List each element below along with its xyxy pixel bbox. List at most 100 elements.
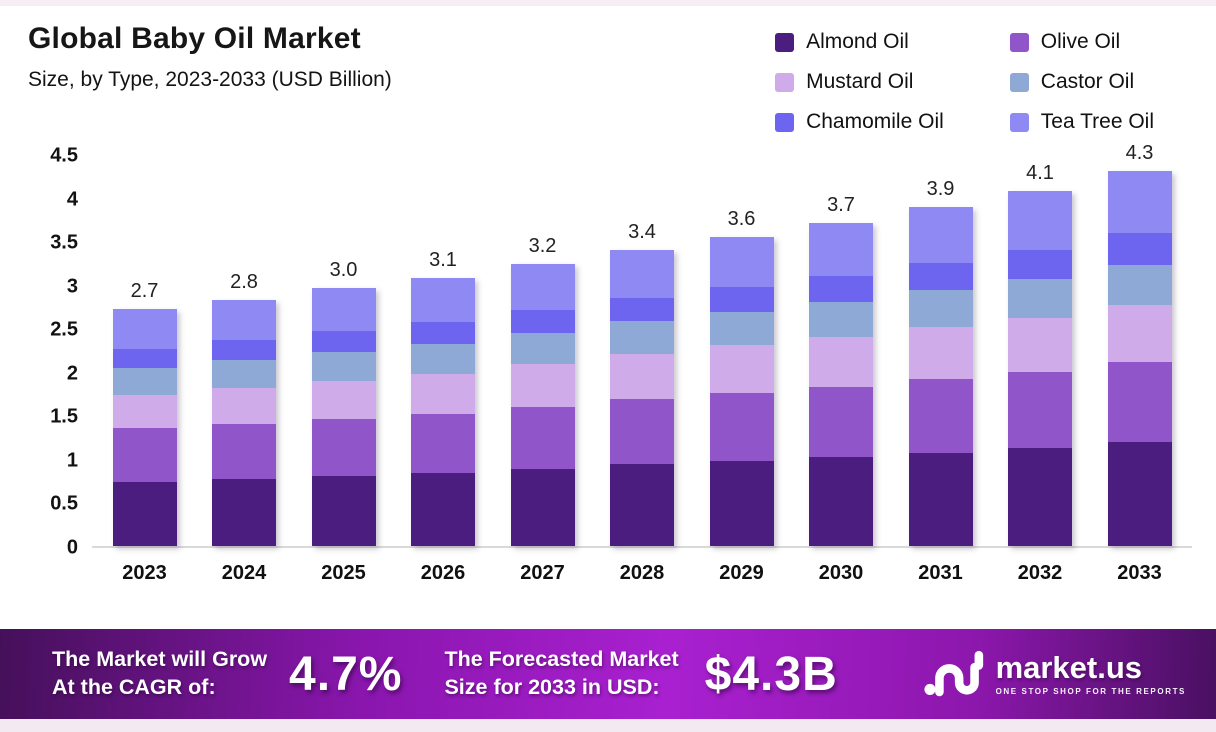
bar-segment-tea-tree-oil [908,207,973,263]
legend-swatch-icon [1009,32,1029,52]
bar-segment-mustard-oil [411,373,475,414]
bar-segment-castor-oil [1107,264,1172,305]
brand-logo: market.us ONE STOP SHOP FOR THE REPORTS [923,648,1186,700]
x-tick-label: 2023 [122,562,167,584]
bar-segment-tea-tree-oil [311,288,376,331]
y-tick-label: 3 [66,275,78,298]
bar-segment-chamomile-oil [311,330,376,352]
brand-name: market.us [995,650,1143,685]
bar-segment-almond-oil [212,478,276,546]
bar-segment-mustard-oil [610,353,674,399]
bar-segment-castor-oil [510,332,575,365]
bar-column-2023: 2.7 [96,280,193,546]
bar-column-2033: 4.3 [1091,142,1188,546]
bar-segment-castor-oil [1008,278,1072,318]
bar-segment-olive-oil [908,378,973,453]
plot-area: 2.7 2.8 3.0 3.1 3.2 3.4 3.6 3.7 3.9 4.1 4.3 [92,142,1192,548]
bar-segment-castor-oil [809,302,873,337]
bar-stack [510,263,575,546]
bar-segment-almond-oil [510,468,575,546]
bar-total-label: 2.7 [130,280,159,303]
brand-tagline: ONE STOP SHOP FOR THE REPORTS [995,687,1186,696]
x-tick-label: 2031 [918,562,963,584]
header: Global Baby Oil Market Size, by Type, 20… [0,6,1216,134]
bar-segment-castor-oil [709,311,774,345]
page-subtitle: Size, by Type, 2023-2033 (USD Billion) [28,68,392,91]
bar-segment-tea-tree-oil [212,299,276,341]
bar-stack [709,236,774,546]
stacked-bar-chart: 0 0.5 1 1.5 2 2.5 3 3.5 4 4.5 2.7 2.8 3.0 3.1 3.2 3.4 3… [0,134,1216,559]
legend-label: Mustard Oil [806,70,914,93]
x-tick-label: 2033 [1117,562,1162,584]
bar-segment-almond-oil [112,481,177,546]
bar-total-label: 2.8 [230,270,258,293]
bar-stack [1107,170,1172,546]
x-axis: 2023 2024 2025 2026 2027 2028 2029 2030 2031 2032… [96,562,1188,585]
bar-column-2026: 3.1 [395,249,492,546]
bar-segment-almond-oil [411,472,475,546]
bar-column-2032: 4.1 [992,162,1089,546]
bar-segment-chamomile-oil [212,340,276,361]
bar-segment-olive-oil [1107,362,1172,442]
forecast-label-line1: The Forecasted Market [444,647,679,672]
bar-segment-chamomile-oil [112,349,177,369]
bar-segment-olive-oil [709,392,774,461]
bar-segment-castor-oil [212,360,276,389]
bar-column-2028: 3.4 [594,221,691,546]
forecast-label: The Forecasted Market Size for 2033 in U… [444,646,678,702]
y-tick-label: 0 [66,536,78,559]
cagr-label-line1: The Market will Grow [52,647,268,672]
bar-segment-mustard-oil [510,364,575,407]
bar-segment-mustard-oil [311,380,376,419]
legend-swatch-icon [775,72,795,92]
legend-item-olive-oil: Olive Oil [1009,30,1154,54]
page-title: Global Baby Oil Market [28,22,361,55]
bar-column-2025: 3.0 [295,259,392,546]
legend-swatch-icon [1009,72,1029,92]
x-tick-label: 2025 [321,562,366,584]
bar-total-label: 4.1 [1026,162,1054,185]
bar-segment-almond-oil [311,476,376,546]
bar-segment-olive-oil [212,424,276,479]
bar-segment-mustard-oil [709,344,774,393]
market-us-logo-icon [923,650,983,697]
legend-swatch-icon [775,32,795,52]
bar-segment-mustard-oil [908,326,973,379]
bar-segment-almond-oil [809,457,873,546]
bar-segment-almond-oil [1107,441,1172,546]
bar-segment-mustard-oil [1008,317,1072,372]
bar-total-label: 4.3 [1125,141,1154,164]
y-tick-label: 0.5 [50,492,78,515]
top-strip [0,0,1216,6]
bar-stack [311,288,376,546]
cagr-label-line2: At the CAGR of: [52,675,216,699]
legend-swatch-icon [775,112,795,132]
x-tick-label: 2026 [420,562,466,584]
y-tick-label: 4 [66,188,78,211]
bar-segment-tea-tree-oil [112,309,177,350]
bar-segment-chamomile-oil [809,275,873,303]
bar-segment-chamomile-oil [908,262,973,290]
bar-segment-olive-oil [1008,371,1072,449]
y-tick-label: 2 [66,362,78,385]
bar-segment-chamomile-oil [411,322,475,344]
bar-segment-tea-tree-oil [1107,170,1172,234]
legend-label: Chamomile Oil [806,110,944,133]
legend-label: Olive Oil [1040,30,1121,53]
bar-stack [610,249,674,546]
bar-segment-tea-tree-oil [809,222,873,276]
cagr-value: 4.7% [289,647,403,701]
bar-column-2027: 3.2 [494,235,591,546]
bar-total-label: 3.9 [926,178,955,201]
footer-banner: The Market will Grow At the CAGR of: 4.7… [0,629,1216,719]
legend-swatch-icon [1009,112,1029,132]
bar-total-label: 3.0 [329,259,358,282]
bar-segment-chamomile-oil [709,287,774,312]
bar-segment-olive-oil [610,398,674,465]
bar-stack [1008,191,1072,546]
legend: Almond Oil Olive Oil Mustard Oil Castor Oil… [775,22,1154,134]
y-axis: 0 0.5 1 1.5 2 2.5 3 3.5 4 4.5 [26,145,82,559]
legend-label: Castor Oil [1040,70,1135,93]
y-tick-label: 1 [66,449,78,472]
